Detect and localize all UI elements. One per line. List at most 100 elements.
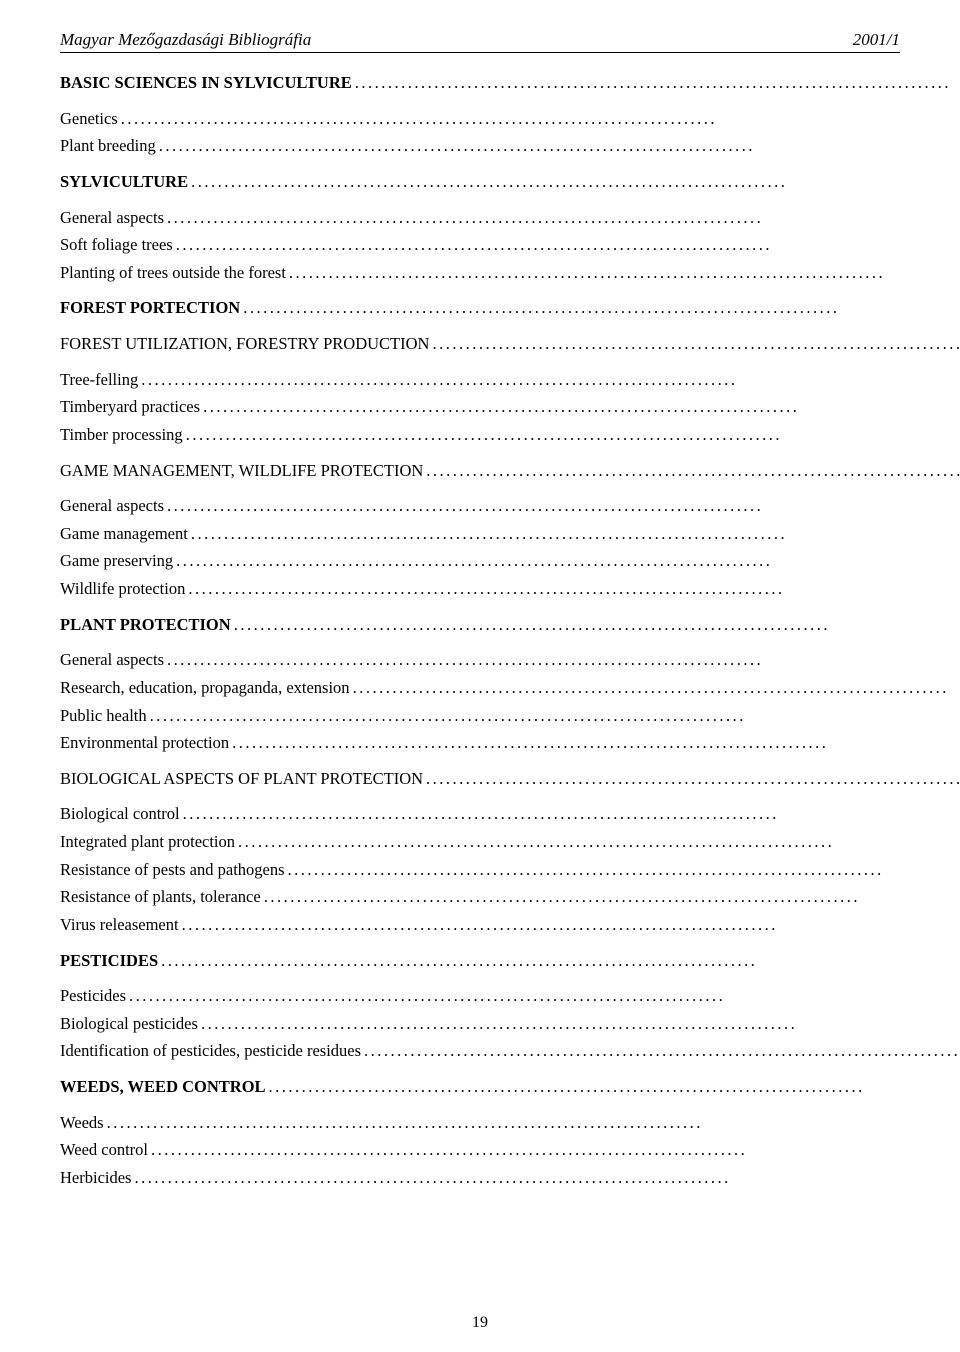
toc-entry-label: Integrated plant protection (60, 832, 235, 853)
toc-entry-label: Pesticides (60, 986, 126, 1007)
toc-entry: FOREST UTILIZATION, FORESTRY PRODUCTION.… (60, 334, 960, 355)
toc-leader-dots: ........................................… (355, 73, 960, 94)
toc-entry-label: Soft foliage trees (60, 235, 173, 256)
toc-entry-label: General aspects (60, 208, 164, 229)
toc-leader-dots: ........................................… (289, 263, 960, 284)
toc-leader-dots: ........................................… (243, 298, 960, 319)
toc-leader-dots: ........................................… (176, 235, 960, 256)
toc-leader-dots: ........................................… (176, 551, 960, 572)
toc-entry-label: PLANT PROTECTION (60, 615, 231, 636)
page: Magyar Mezőgazdasági Bibliográfia 2001/1… (0, 0, 960, 1352)
toc-leader-dots: ........................................… (167, 650, 960, 671)
header-left: Magyar Mezőgazdasági Bibliográfia (60, 30, 311, 50)
toc-entry: Wildlife protection.....................… (60, 579, 960, 600)
toc-entry: General aspects.........................… (60, 496, 960, 517)
toc-leader-dots: ........................................… (238, 832, 960, 853)
toc-leader-dots: ........................................… (353, 678, 960, 699)
toc-entry: Public health...........................… (60, 706, 960, 727)
toc-entry: Timber processing.......................… (60, 425, 960, 446)
toc-entry: Identification of pesticides, pesticide … (60, 1041, 960, 1062)
toc-entry: Environmental protection................… (60, 733, 960, 754)
toc-entry-label: Timber processing (60, 425, 183, 446)
toc-entry-label: Weeds (60, 1113, 104, 1134)
toc-entry: Game preserving.........................… (60, 551, 960, 572)
toc-entry: Weed control............................… (60, 1140, 960, 1161)
toc-leader-dots: ........................................… (183, 804, 960, 825)
toc-entry-label: Game preserving (60, 551, 173, 572)
toc-entry: Plant breeding..........................… (60, 136, 960, 157)
toc-entry: Planting of trees outside the forest....… (60, 263, 960, 284)
toc-leader-dots: ........................................… (203, 397, 960, 418)
toc-leader-dots: ........................................… (426, 461, 960, 482)
toc-leader-dots: ........................................… (150, 706, 960, 727)
toc-entry-label: Research, education, propaganda, extensi… (60, 678, 350, 699)
toc-entry: Soft foliage trees......................… (60, 235, 960, 256)
toc-entry: Game management.........................… (60, 524, 960, 545)
page-header: Magyar Mezőgazdasági Bibliográfia 2001/1 (60, 30, 900, 53)
toc-entry-label: Identification of pesticides, pesticide … (60, 1041, 361, 1062)
toc-entry: Herbicides..............................… (60, 1168, 960, 1189)
toc-leader-dots: ........................................… (167, 496, 960, 517)
toc-entry: PESTICIDES..............................… (60, 951, 960, 972)
toc-leader-dots: ........................................… (432, 334, 960, 355)
toc-entry-label: SYLVICULTURE (60, 172, 188, 193)
toc-entry-label: General aspects (60, 496, 164, 517)
toc-leader-dots: ........................................… (364, 1041, 960, 1062)
toc-entry-label: FOREST PORTECTION (60, 298, 240, 319)
toc-leader-dots: ........................................… (129, 986, 960, 1007)
toc-entry-label: WEEDS, WEED CONTROL (60, 1077, 266, 1098)
toc-entry: Pesticides..............................… (60, 986, 960, 1007)
toc-leader-dots: ........................................… (232, 733, 960, 754)
toc-leader-dots: ........................................… (269, 1077, 960, 1098)
toc-leader-dots: ........................................… (167, 208, 960, 229)
toc-entry: SYLVICULTURE............................… (60, 172, 960, 193)
toc-entry: BIOLOGICAL ASPECTS OF PLANT PROTECTION..… (60, 769, 960, 790)
toc-leader-dots: ........................................… (288, 860, 960, 881)
toc-entry: Virus releasement.......................… (60, 915, 960, 936)
toc-leader-dots: ........................................… (191, 524, 960, 545)
toc-entry: Research, education, propaganda, extensi… (60, 678, 960, 699)
toc-entry-label: Biological control (60, 804, 180, 825)
toc-entry-label: BASIC SCIENCES IN SYLVICULTURE (60, 73, 352, 94)
toc-entry: General aspects.........................… (60, 650, 960, 671)
header-right: 2001/1 (853, 30, 900, 50)
toc-entry: Timberyard practices....................… (60, 397, 960, 418)
toc-entry-label: Game management (60, 524, 188, 545)
toc-leader-dots: ........................................… (141, 370, 960, 391)
toc-entry-label: Weed control (60, 1140, 148, 1161)
toc-entry-label: Herbicides (60, 1168, 131, 1189)
toc-entry: BASIC SCIENCES IN SYLVICULTURE..........… (60, 73, 960, 94)
toc-entry: PLANT PROTECTION........................… (60, 615, 960, 636)
toc-entry: Resistance of plants, tolerance.........… (60, 887, 960, 908)
toc-entry-label: Virus releasement (60, 915, 179, 936)
toc-entry: Biological control......................… (60, 804, 960, 825)
toc-leader-dots: ........................................… (107, 1113, 960, 1134)
toc-entry-label: GAME MANAGEMENT, WILDLIFE PROTECTION (60, 461, 423, 482)
page-number-footer: 19 (0, 1314, 960, 1332)
toc-leader-dots: ........................................… (264, 887, 960, 908)
toc-leader-dots: ........................................… (188, 579, 960, 600)
toc-entry: Tree-felling............................… (60, 370, 960, 391)
toc-entry: Weeds...................................… (60, 1113, 960, 1134)
toc-entry-label: FOREST UTILIZATION, FORESTRY PRODUCTION (60, 334, 429, 355)
toc-entry: FOREST PORTECTION.......................… (60, 298, 960, 319)
toc-entry-label: Public health (60, 706, 147, 727)
toc-entry: Biological pesticides...................… (60, 1014, 960, 1035)
toc-leader-dots: ........................................… (134, 1168, 960, 1189)
toc-leader-dots: ........................................… (234, 615, 960, 636)
toc-leader-dots: ........................................… (159, 136, 960, 157)
toc-leader-dots: ........................................… (182, 915, 960, 936)
toc-entry: WEEDS, WEED CONTROL.....................… (60, 1077, 960, 1098)
toc-leader-dots: ........................................… (161, 951, 960, 972)
toc-entry: Resistance of pests and pathogens.......… (60, 860, 960, 881)
toc-entry-label: Planting of trees outside the forest (60, 263, 286, 284)
toc-left-column: BASIC SCIENCES IN SYLVICULTURE..........… (60, 73, 960, 1222)
toc-entry-label: Wildlife protection (60, 579, 185, 600)
toc-entry-label: General aspects (60, 650, 164, 671)
toc-entry-label: Biological pesticides (60, 1014, 198, 1035)
toc-leader-dots: ........................................… (191, 172, 960, 193)
toc-entry-label: BIOLOGICAL ASPECTS OF PLANT PROTECTION (60, 769, 423, 790)
toc-entry-label: Environmental protection (60, 733, 229, 754)
toc-entry-label: Resistance of pests and pathogens (60, 860, 285, 881)
toc-leader-dots: ........................................… (121, 109, 960, 130)
